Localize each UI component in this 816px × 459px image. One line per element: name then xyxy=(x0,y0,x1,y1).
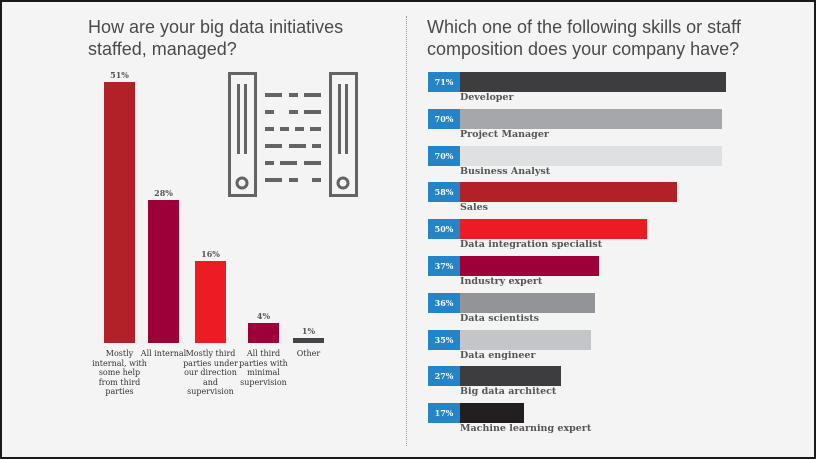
bar xyxy=(460,72,726,92)
category-label: Data engineer xyxy=(460,349,536,361)
left-chart-title: How are your big data initiatives staffe… xyxy=(88,17,344,59)
bar-value-label: 16% xyxy=(201,249,220,260)
bar xyxy=(293,337,324,343)
bar-value-label: 4% xyxy=(256,310,271,321)
bar xyxy=(460,403,524,424)
category-label: Mostly third parties under our direction… xyxy=(183,349,238,396)
category-label: Other xyxy=(296,349,321,358)
bar-value-label: 71% xyxy=(428,72,460,92)
bar-value-label: 50% xyxy=(428,219,460,240)
bar-value-label: 51% xyxy=(110,70,129,80)
bar-value-label: 58% xyxy=(428,182,460,203)
category-label: Developer xyxy=(460,92,514,103)
bar-value-label: 1% xyxy=(301,325,316,336)
bar xyxy=(460,329,592,350)
category-label: Project Manager xyxy=(460,128,549,140)
bar-value-label: 36% xyxy=(428,292,460,313)
category-label: Data scientists xyxy=(460,312,540,324)
bar xyxy=(248,322,279,343)
binder-icon xyxy=(228,72,358,197)
bar-value-label: 70% xyxy=(428,108,460,129)
bar xyxy=(460,256,599,276)
bar xyxy=(460,292,595,313)
bar-value-label: 28% xyxy=(154,187,173,198)
bar xyxy=(460,182,678,203)
category-label: Sales xyxy=(460,202,489,214)
category-label: All internal xyxy=(140,349,187,358)
category-label: All third parties with minimal supervisi… xyxy=(239,349,288,387)
category-label: Industry expert xyxy=(460,276,543,287)
bar xyxy=(148,199,179,343)
bar-value-label: 27% xyxy=(428,366,460,387)
bar-value-label: 70% xyxy=(428,145,460,166)
category-label: Mostly internal, with some help from thi… xyxy=(92,349,147,396)
bar-value-label: 17% xyxy=(428,403,460,424)
bar xyxy=(460,366,562,387)
divider xyxy=(406,16,407,446)
bar xyxy=(460,219,648,240)
bar xyxy=(460,145,723,166)
bar-value-label: 37% xyxy=(428,256,460,276)
bar xyxy=(460,108,723,129)
bar-value-label: 35% xyxy=(428,329,460,350)
right-chart-title: Which one of the following skills or sta… xyxy=(427,17,741,59)
bar xyxy=(104,82,135,343)
category-label: Big data architect xyxy=(460,386,557,398)
category-label: Business Analyst xyxy=(460,165,551,177)
bar xyxy=(195,261,226,343)
category-label: Machine learning expert xyxy=(460,423,592,435)
category-label: Data integration specialist xyxy=(460,239,603,251)
